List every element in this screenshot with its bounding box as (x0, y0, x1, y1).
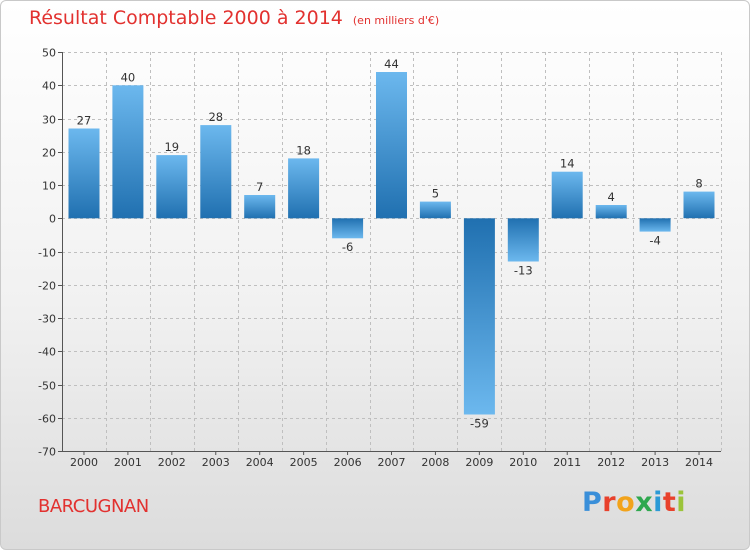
bar-2012 (595, 205, 627, 219)
x-tick-label: 2002 (158, 456, 186, 469)
x-tick-label: 2004 (246, 456, 274, 469)
bar-2004 (244, 195, 276, 219)
y-tick-label: -70 (38, 446, 56, 459)
y-tick-label: -60 (38, 413, 56, 426)
x-tick-label: 2009 (465, 456, 493, 469)
bar-2006 (332, 218, 364, 239)
data-label-2005: 18 (296, 143, 311, 157)
y-tick-label: -20 (38, 280, 56, 293)
logo-letter: r (602, 487, 617, 518)
logo-letter: P (582, 487, 603, 518)
x-tick-label: 2006 (334, 456, 362, 469)
logo-letter: t (662, 487, 677, 518)
chart-title: Résultat Comptable 2000 à 2014 (en millie… (29, 7, 439, 29)
y-tick-label: -30 (38, 313, 56, 326)
data-label-2008: 5 (432, 187, 439, 201)
x-tick-label: 2014 (685, 456, 713, 469)
bar-2008 (419, 201, 451, 219)
bar-2002 (156, 155, 188, 219)
x-tick-label: 2005 (290, 456, 318, 469)
bar-2014 (683, 191, 715, 219)
title-text: Résultat Comptable 2000 à 2014 (29, 7, 343, 29)
y-tick-label: 0 (49, 213, 56, 226)
title-unit: (en milliers d'€) (352, 14, 440, 27)
place-name: BARCUGNAN (38, 496, 149, 517)
data-label-2014: 8 (695, 177, 702, 191)
x-tick-label: 2001 (114, 456, 142, 469)
logo-letter: x (635, 487, 654, 518)
data-label-2013: -4 (649, 234, 660, 248)
bar-2011 (551, 171, 583, 219)
x-tick-label: 2010 (509, 456, 537, 469)
x-tick-label: 2007 (378, 456, 406, 469)
x-tick-label: 2012 (597, 456, 625, 469)
data-label-2012: 4 (608, 190, 615, 204)
data-label-2010: -13 (514, 264, 533, 278)
bar-2003 (200, 125, 232, 219)
data-label-2001: 40 (121, 70, 136, 84)
data-label-2002: 19 (164, 140, 179, 154)
bar-2000 (68, 128, 100, 219)
y-tick-label: 40 (42, 80, 56, 93)
proxiti-logo: Proxiti (582, 487, 686, 518)
data-label-2004: 7 (256, 180, 263, 194)
data-label-2006: -6 (342, 240, 353, 254)
y-tick-label: -40 (38, 346, 56, 359)
y-tick-label: -50 (38, 380, 56, 393)
x-tick-label: 2003 (202, 456, 230, 469)
logo-letter: i (653, 487, 663, 518)
data-label-2000: 27 (77, 114, 92, 128)
y-tick-label: 20 (42, 147, 56, 160)
y-tick-label: 10 (42, 180, 56, 193)
bar-2010 (507, 218, 539, 262)
bar-2005 (288, 158, 320, 219)
data-label-2007: 44 (384, 57, 399, 71)
y-tick-label: -10 (38, 247, 56, 260)
data-label-2003: 28 (208, 110, 223, 124)
bar-2013 (639, 218, 671, 232)
bar-2007 (376, 72, 407, 219)
y-tick-label: 30 (42, 114, 56, 127)
data-label-2009: -59 (470, 416, 489, 430)
bar-2001 (112, 85, 144, 219)
x-tick-label: 2011 (553, 456, 581, 469)
x-tick-label: 2000 (70, 456, 98, 469)
x-tick-label: 2008 (421, 456, 449, 469)
logo-letter: o (616, 487, 636, 518)
y-tick-label: 50 (42, 47, 56, 60)
logo-letter: i (676, 487, 687, 518)
data-label-2011: 14 (560, 157, 575, 171)
bar-2009 (463, 218, 495, 415)
x-tick-label: 2013 (641, 456, 669, 469)
